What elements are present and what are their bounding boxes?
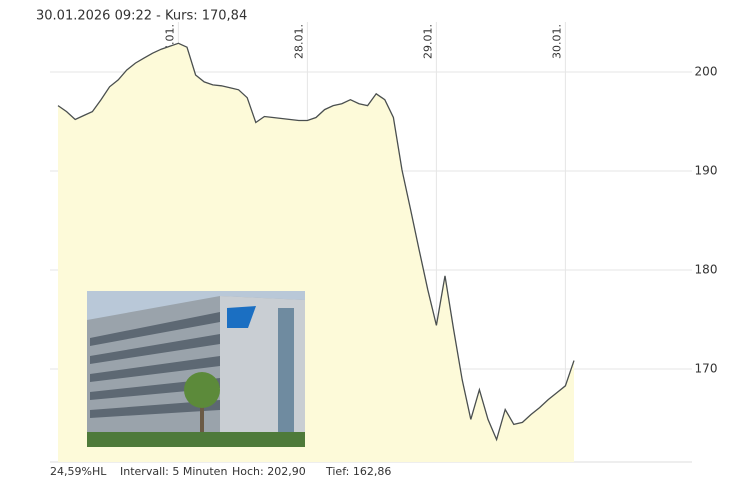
chart-title: 30.01.2026 09:22 - Kurs: 170,84	[36, 9, 247, 24]
x-tick-label: 30.01.	[550, 24, 563, 59]
hedge	[87, 432, 305, 447]
y-tick-label: 180	[695, 262, 718, 276]
x-tick-label: 28.01.	[292, 24, 305, 59]
y-tick-label: 170	[695, 361, 718, 375]
footer-text: 24,59%HL	[50, 465, 107, 478]
tree-trunk	[200, 395, 204, 440]
y-tick-label: 190	[695, 163, 718, 177]
logo	[227, 306, 256, 328]
tree	[184, 372, 220, 408]
footer: 24,59%HL Intervall: 5 Minuten Hoch: 202,90…	[50, 465, 391, 478]
x-tick-label: 29.01.	[421, 24, 434, 59]
footer-text: Hoch: 202,90	[232, 465, 306, 478]
footer-text: Tief: 162,86	[325, 465, 391, 478]
line	[57, 42, 575, 442]
photo	[87, 291, 305, 447]
y-tick-label: 200	[695, 64, 718, 78]
footer-text: Intervall: 5 Minuten	[120, 465, 227, 478]
